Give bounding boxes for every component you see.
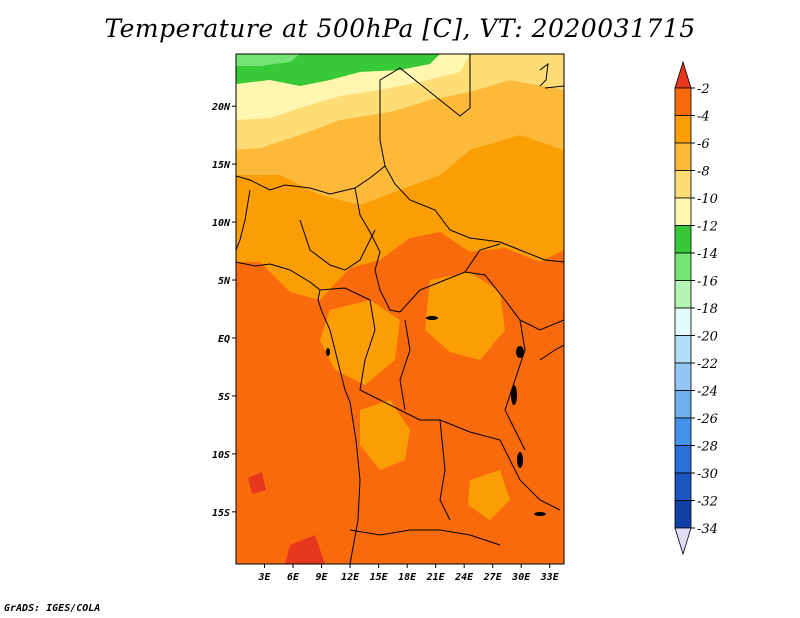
- colorbar-label: -30: [697, 467, 718, 482]
- colorbar-segment: [674, 225, 692, 254]
- lat-tick-label: 15S: [212, 508, 230, 519]
- colorbar-label: -16: [697, 275, 718, 290]
- lon-tick-label: 15E: [370, 572, 389, 583]
- lon-tick-label: 12E: [341, 572, 360, 583]
- colorbar-segment: [674, 197, 692, 226]
- colorbar-label: -24: [697, 385, 718, 400]
- grads-credit: GrADS: IGES/COLA: [4, 603, 101, 614]
- lon-tick-label: 27E: [483, 572, 503, 583]
- colorbar-segment: [674, 142, 692, 171]
- colorbar-label: -22: [697, 357, 718, 372]
- colorbar-label: -18: [697, 302, 718, 317]
- colorbar-segment: [674, 115, 692, 144]
- colorbar-label: -6: [697, 137, 710, 152]
- lon-tick-label: 18E: [398, 572, 417, 583]
- colorbar-segment: [674, 170, 692, 199]
- colorbar-segment: [674, 362, 692, 391]
- field-red-spot-west: [248, 472, 266, 494]
- temperature-field: [236, 54, 564, 564]
- lon-tick-label: 3E: [257, 572, 271, 583]
- colorbar-label: -2: [697, 82, 710, 97]
- colorbar-segment: [674, 390, 692, 419]
- colorbar-segment: [674, 307, 692, 336]
- colorbar-segment: [674, 500, 692, 529]
- colorbar: -2 -4 -6 -8 -10 -12 -14 -16 -18 -20 -22 -24 -26 -28 -3…: [674, 60, 718, 556]
- field-red-spot: [285, 535, 325, 564]
- lon-tick-label: 30E: [511, 572, 531, 583]
- lon-tick-label: 21E: [426, 572, 446, 583]
- colorbar-label: -10: [697, 192, 718, 207]
- colorbar-label: -12: [697, 220, 718, 235]
- colorbar-label: -28: [697, 440, 718, 455]
- map-frame: [235, 53, 565, 565]
- colorbar-label: -26: [697, 412, 718, 427]
- colorbar-segment: [674, 87, 692, 116]
- longitude-ticks: 3E 6E 9E 12E 15E 18E 21E 24E 27E 30E 33E: [257, 564, 560, 583]
- colorbar-segment: [674, 252, 692, 281]
- map-title: Temperature at 500hPa [C], VT: 202003171…: [104, 14, 696, 43]
- colorbar-segment: [674, 472, 692, 501]
- colorbar-label: -34: [697, 522, 718, 537]
- colorbar-bottom-arrow: [674, 527, 692, 556]
- lat-tick-label: 20N: [211, 102, 231, 113]
- colorbar-label: -14: [697, 247, 718, 262]
- lat-tick-label: 15N: [212, 160, 231, 171]
- lat-tick-label: 5N: [218, 276, 231, 287]
- country-borders: [236, 54, 564, 564]
- colorbar-top-arrow: [674, 60, 692, 89]
- colorbar-label: -20: [697, 330, 718, 345]
- lakes: [326, 316, 546, 516]
- lon-tick-label: 24E: [454, 572, 474, 583]
- lat-tick-label: 10S: [212, 450, 230, 461]
- colorbar-segment: [674, 280, 692, 309]
- lon-tick-label: 33E: [540, 572, 560, 583]
- colorbar-segment: [674, 417, 692, 446]
- colorbar-segment: [674, 445, 692, 474]
- field-orange-south: [360, 400, 410, 470]
- colorbar-segment: [674, 335, 692, 364]
- lat-tick-label: 10N: [212, 218, 231, 229]
- field-orange-southeast: [468, 470, 510, 520]
- latitude-ticks: 20N 15N 10N 5N EQ 5S 10S 15S: [211, 102, 236, 519]
- colorbar-label: -8: [697, 165, 710, 180]
- lat-tick-label: EQ: [218, 334, 230, 345]
- lon-tick-label: 6E: [287, 572, 300, 583]
- field-orange-lake: [425, 272, 505, 360]
- field-light-green: [236, 54, 300, 66]
- field-orange-central: [320, 300, 400, 385]
- lat-tick-label: 5S: [218, 392, 230, 403]
- lon-tick-label: 9E: [316, 572, 329, 583]
- colorbar-label: -4: [697, 110, 710, 125]
- colorbar-label: -32: [697, 495, 718, 510]
